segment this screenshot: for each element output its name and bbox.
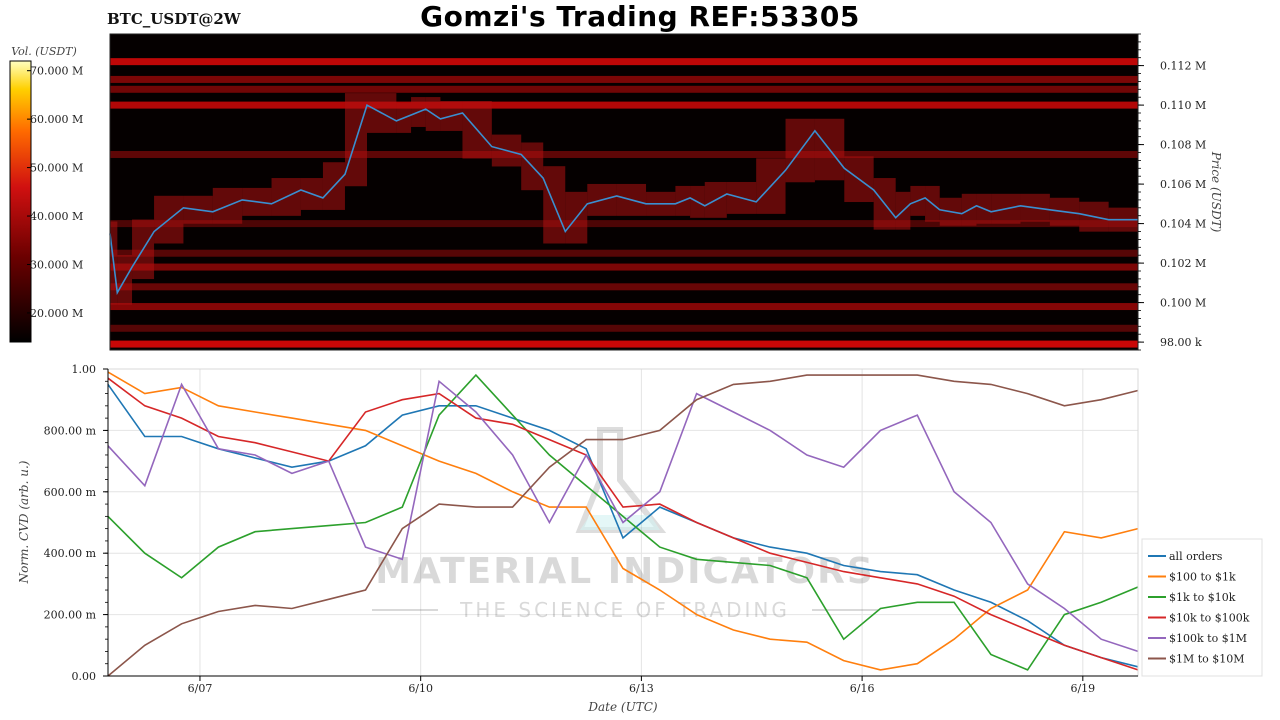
price-tick-label: 0.104 M [1160, 218, 1206, 231]
price-tick-label: 0.108 M [1160, 139, 1206, 152]
liquidity-band [110, 150, 1138, 158]
symbol-label: BTC_USDT@2W [107, 10, 241, 28]
cvd-y-tick-label: 600.00 m [44, 486, 97, 499]
price-tick-label: 0.106 M [1160, 178, 1206, 191]
cvd-series-line [107, 373, 1139, 671]
liquidity-band [110, 263, 1138, 271]
liquidity-band [110, 101, 1138, 109]
cvd-series-line [107, 383, 1139, 668]
price-tick-label: 0.100 M [1160, 297, 1206, 310]
legend-label: $1M to $10M [1169, 653, 1245, 666]
cvd-y-tick-label: 200.00 m [44, 609, 97, 622]
colorbar-tick-label: 50.000 M [30, 162, 83, 175]
page-title: Gomzi's Trading REF:53305 [420, 0, 860, 33]
liquidity-band [110, 303, 1138, 311]
colorbar-title: Vol. (USDT) [11, 45, 77, 58]
cvd-x-axis-label: Date (UTC) [587, 700, 657, 714]
cvd-series-line [107, 377, 1139, 671]
cvd-series-line [107, 371, 1139, 671]
cvd-x-tick-label: 6/10 [408, 682, 433, 695]
legend-label: all orders [1169, 550, 1223, 563]
price-tick-label: 0.102 M [1160, 257, 1206, 270]
watermark-flask-fill [580, 515, 660, 530]
cvd-x-tick-label: 6/13 [629, 682, 654, 695]
liquidity-band [110, 340, 1138, 348]
legend-label: $1k to $10k [1169, 591, 1236, 604]
cvd-y-tick-label: 400.00 m [44, 547, 97, 560]
colorbar [9, 60, 32, 343]
cvd-series-line [107, 374, 1139, 677]
price-tick-label: 0.110 M [1160, 99, 1206, 112]
legend-label: $100k to $1M [1169, 632, 1247, 645]
liquidity-band [110, 75, 1138, 83]
cvd-x-tick-label: 6/19 [1070, 682, 1095, 695]
liquidity-band [110, 58, 1138, 66]
cvd-y-tick-label: 800.00 m [44, 424, 97, 437]
legend-label: $100 to $1k [1169, 571, 1236, 584]
liquidity-band [110, 85, 1138, 93]
cvd-x-tick-label: 6/16 [850, 682, 875, 695]
liquidity-band [110, 249, 1138, 257]
cvd-series-line [107, 379, 1139, 653]
watermark-tagline: THE SCIENCE OF TRADING [459, 598, 790, 622]
liquidity-band [110, 283, 1138, 291]
legend-label: $10k to $100k [1169, 612, 1250, 625]
colorbar-tick-label: 70.000 M [30, 65, 83, 78]
colorbar-tick-label: 20.000 M [30, 307, 83, 320]
colorbar-tick-label: 40.000 M [30, 210, 83, 223]
cvd-y-axis-label: Norm. CVD (arb. u.) [17, 460, 31, 584]
legend-box [1141, 538, 1263, 677]
price-tick-label: 98.00 k [1160, 336, 1202, 349]
colorbar-tick-label: 30.000 M [30, 258, 83, 271]
price-line [109, 103, 1138, 296]
liquidity-band [110, 220, 1138, 228]
colorbar-tick-label: 60.000 M [30, 113, 83, 126]
price-tick-label: 0.112 M [1160, 60, 1206, 73]
liquidity-band [110, 324, 1138, 332]
watermark-brand: MATERIAL INDICATORS [375, 551, 875, 592]
price-axis-label: Price (USDT) [1209, 151, 1223, 233]
cvd-y-tick-label: 1.00 [72, 363, 97, 376]
cvd-x-tick-label: 6/07 [188, 682, 213, 695]
cvd-y-tick-label: 0.00 [72, 670, 97, 683]
